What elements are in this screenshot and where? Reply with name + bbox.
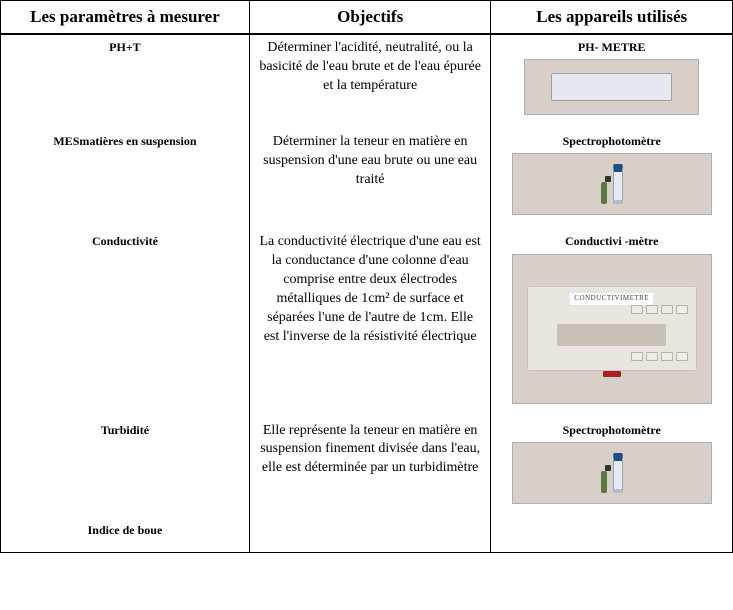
objective-cell: Déterminer l'acidité, neutralité, ou la … bbox=[249, 34, 491, 129]
device-label: Spectrophotomètre bbox=[499, 422, 724, 438]
objective-cell: La conductivité électrique d'une eau est… bbox=[249, 229, 491, 417]
header-devices: Les appareils utilisés bbox=[491, 1, 733, 35]
table-row: TurbiditéElle représente la teneur en ma… bbox=[1, 418, 733, 518]
device-label: PH- METRE bbox=[499, 39, 724, 55]
parameter-cell: MESmatières en suspension bbox=[1, 129, 250, 229]
table-row: PH+TDéterminer l'acidité, neutralité, ou… bbox=[1, 34, 733, 129]
table-header: Les paramètres à mesurer Objectifs Les a… bbox=[1, 1, 733, 35]
header-parameters: Les paramètres à mesurer bbox=[1, 1, 250, 35]
header-objectives: Objectifs bbox=[249, 1, 491, 35]
device-label: Conductivi -mètre bbox=[499, 233, 724, 249]
device-cell bbox=[491, 518, 733, 553]
device-cell: Spectrophotomètre bbox=[491, 129, 733, 229]
objective-cell bbox=[249, 518, 491, 553]
objective-cell: Déterminer la teneur en matière en suspe… bbox=[249, 129, 491, 229]
objective-cell: Elle représente la teneur en matière en … bbox=[249, 418, 491, 518]
device-photo-spectrophotometer bbox=[512, 442, 712, 504]
parameter-cell: Conductivité bbox=[1, 229, 250, 417]
parameter-cell: Turbidité bbox=[1, 418, 250, 518]
parameter-cell: Indice de boue bbox=[1, 518, 250, 553]
device-photo-conductivimeter: CONDUCTIVIMETRE bbox=[512, 254, 712, 404]
parameters-table: Les paramètres à mesurer Objectifs Les a… bbox=[0, 0, 733, 553]
table-row: Indice de boue bbox=[1, 518, 733, 553]
device-cell: Conductivi -mètre CONDUCTIVIMETRE bbox=[491, 229, 733, 417]
table-row: MESmatières en suspensionDéterminer la t… bbox=[1, 129, 733, 229]
device-photo-spectrophotometer bbox=[512, 153, 712, 215]
parameter-cell: PH+T bbox=[1, 34, 250, 129]
device-label: Spectrophotomètre bbox=[499, 133, 724, 149]
device-cell: Spectrophotomètre bbox=[491, 418, 733, 518]
table-row: ConductivitéLa conductivité électrique d… bbox=[1, 229, 733, 417]
device-cell: PH- METRE bbox=[491, 34, 733, 129]
table-body: PH+TDéterminer l'acidité, neutralité, ou… bbox=[1, 34, 733, 552]
device-photo-ph-meter bbox=[524, 59, 699, 115]
